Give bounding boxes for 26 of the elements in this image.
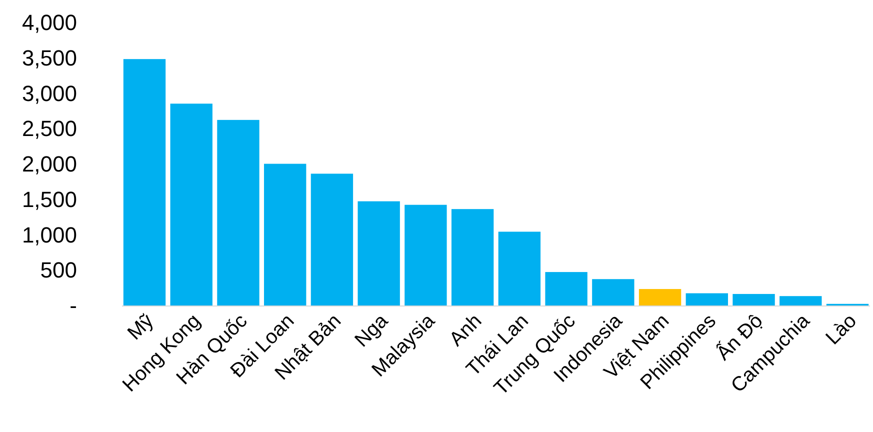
bar — [451, 209, 494, 306]
bar — [592, 279, 634, 306]
y-tick-label: 2,000 — [22, 152, 77, 177]
bar — [638, 289, 682, 306]
bar — [780, 296, 822, 306]
bar — [404, 204, 447, 306]
bar — [217, 120, 260, 306]
bar — [310, 174, 354, 306]
y-tick-label: 1,500 — [22, 186, 77, 212]
bar — [264, 164, 306, 306]
y-tick-label: 1,000 — [22, 222, 77, 248]
y-tick-label: 500 — [40, 258, 77, 283]
bar — [358, 201, 400, 306]
y-tick-label: 4,000 — [22, 10, 77, 36]
x-tick-label: Mỹ — [124, 310, 158, 344]
y-tick-label: 2,500 — [22, 116, 77, 142]
y-tick-label: 3,000 — [22, 80, 77, 106]
bar — [732, 294, 775, 306]
bar — [686, 293, 728, 306]
bar — [498, 232, 541, 306]
bar — [170, 104, 212, 306]
bar — [545, 272, 588, 306]
bar — [123, 59, 166, 306]
y-tick-label: 3,500 — [22, 45, 77, 70]
x-tick-label: Lào — [822, 310, 862, 350]
y-tick-label: - — [70, 293, 77, 318]
